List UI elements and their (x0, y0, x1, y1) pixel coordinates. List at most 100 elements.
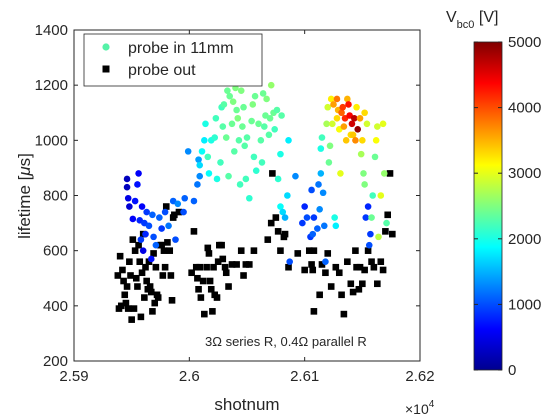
probe-out-point (308, 261, 315, 268)
probe-out-point (335, 269, 343, 277)
probe-in-point (349, 131, 357, 139)
probe-out-point (272, 214, 280, 221)
probe-in-point (184, 148, 192, 155)
probe-out-point (119, 266, 126, 274)
probe-in-point (318, 134, 326, 141)
legend-label-probe-in: probe in 11mm (128, 40, 234, 57)
probe-in-point (320, 222, 328, 230)
probe-in-point (138, 203, 146, 210)
probe-in-point (211, 134, 219, 141)
probe-in-point (180, 208, 187, 216)
probe-in-point (361, 109, 368, 117)
probe-out-point (143, 277, 150, 285)
probe-out-point (117, 302, 125, 310)
x-exponent-label: ×104 (405, 399, 435, 417)
probe-out-point (214, 258, 222, 265)
probe-in-point (219, 123, 227, 130)
y-tick-label: 200 (43, 353, 68, 370)
probe-in-point (319, 189, 327, 197)
probe-out-point (137, 313, 145, 321)
probe-out-point (347, 280, 355, 288)
probe-in-point (213, 175, 221, 183)
probe-out-point (370, 263, 378, 271)
probe-out-point (205, 250, 213, 257)
probe-in-point (248, 117, 255, 125)
probe-in-point (271, 126, 278, 133)
probe-out-point (134, 283, 141, 290)
colorbar-ticks: 0 1000 2000 3000 4000 5000 (474, 34, 541, 379)
probe-out-point (121, 291, 129, 299)
y-axis-label-text: lifetime [ (15, 175, 34, 239)
colorbar-tick-label: 5000 (508, 34, 541, 51)
probe-in-point (361, 181, 368, 188)
probe-out-point (310, 247, 318, 254)
probe-in-point (239, 123, 246, 130)
x-tick-label: 2.6 (179, 368, 200, 385)
probe-out-point (309, 266, 317, 274)
probe-in-point (217, 159, 224, 166)
probe-in-point (231, 148, 238, 155)
probe-out-point (171, 211, 178, 219)
probe-in-point (258, 159, 266, 166)
probe-in-point (333, 95, 341, 103)
probe-in-point (363, 120, 371, 128)
probe-out-point (377, 258, 385, 265)
probe-out-point (324, 250, 332, 257)
probe-out-point (242, 261, 250, 268)
probe-out-point (344, 258, 351, 265)
y-axis-label-tail: s] (15, 153, 34, 166)
probe-in-point (327, 95, 335, 103)
data-points-layer (114, 79, 396, 323)
probe-in-point (345, 101, 352, 108)
probe-in-point (194, 181, 201, 188)
probe-in-point (342, 137, 350, 144)
probe-in-point (344, 95, 351, 103)
colorbar-gradient (473, 41, 503, 371)
probe-out-point (161, 263, 169, 271)
probe-in-point (380, 170, 388, 177)
probe-out-point (277, 247, 284, 254)
probe-out-point (149, 308, 156, 315)
probe-out-point (222, 269, 230, 277)
probe-out-point (386, 170, 394, 177)
probe-out-point (122, 299, 130, 307)
probe-in-point (224, 87, 231, 94)
probe-out-point (132, 274, 140, 282)
probe-in-point (274, 175, 282, 183)
probe-in-point (201, 137, 208, 144)
probe-in-point (259, 90, 267, 97)
probe-in-point (156, 214, 163, 221)
probe-in-point (372, 137, 380, 144)
probe-in-point (279, 208, 287, 216)
probe-out-point (151, 299, 159, 307)
probe-out-point (197, 294, 205, 301)
probe-in-point (308, 186, 315, 194)
probe-out-point (269, 170, 276, 177)
probe-out-point (203, 263, 210, 271)
probe-in-point (354, 126, 362, 133)
probe-out-point (389, 230, 396, 238)
probe-in-point (348, 120, 356, 128)
probe-out-point (355, 285, 363, 293)
probe-out-point (352, 247, 359, 254)
probe-out-point (285, 263, 292, 271)
probe-out-point (166, 247, 174, 254)
probe-in-point (212, 114, 220, 122)
probe-out-point (158, 241, 165, 249)
probe-out-point (204, 244, 212, 252)
probe-in-point (255, 120, 262, 128)
probe-out-point (120, 277, 127, 285)
probe-in-point (273, 106, 281, 114)
probe-in-point (123, 183, 131, 191)
probe-in-point (235, 137, 243, 144)
probe-in-point (205, 170, 213, 177)
probe-in-point (371, 153, 379, 161)
probe-in-point (286, 258, 293, 266)
probe-out-point (188, 269, 195, 277)
probe-in-point (350, 114, 358, 122)
colorbar-label-main: V (446, 9, 457, 26)
probe-in-point (332, 222, 340, 230)
probe-in-point (340, 123, 348, 130)
probe-in-point (284, 192, 291, 199)
probe-in-point (337, 170, 344, 177)
